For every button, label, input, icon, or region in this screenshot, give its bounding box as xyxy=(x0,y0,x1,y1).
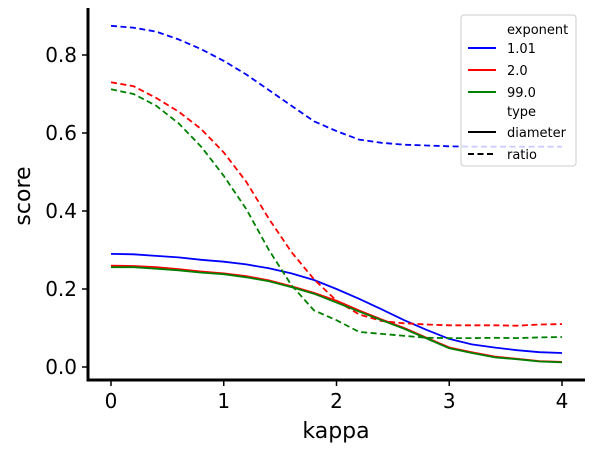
x-axis-title: kappa xyxy=(302,419,369,444)
series-layer xyxy=(110,24,563,364)
x-tick-label: 2 xyxy=(330,389,343,413)
legend-label-1-01: 1.01 xyxy=(507,42,536,57)
legend-label-diameter: diameter xyxy=(507,126,567,141)
series-line-99-0-diameter xyxy=(111,266,563,364)
y-tick-label: 0.0 xyxy=(45,355,77,379)
legend-label-2-0: 2.0 xyxy=(507,64,528,79)
x-tick-label: 0 xyxy=(105,389,118,413)
legend-style-title: type xyxy=(507,105,536,120)
series-line-99-0-ratio xyxy=(110,88,563,340)
legend-label-99-0: 99.0 xyxy=(507,86,536,101)
x-tick-label: 4 xyxy=(556,389,569,413)
series-line-1-01-diameter xyxy=(110,253,563,354)
legend-hue-title: exponent xyxy=(507,23,568,38)
y-tick-label: 0.8 xyxy=(45,43,77,67)
ticks-layer: 0 1 2 3 4 0.0 0.2 0.4 0.6 0.8 xyxy=(45,43,568,413)
series-line-2-0-ratio xyxy=(110,81,563,327)
legend: exponent 1.01 2.0 99.0 type diameter rat… xyxy=(460,14,577,167)
y-axis-title: score xyxy=(11,166,36,225)
y-tick-label: 0.6 xyxy=(45,121,77,145)
x-tick-label: 3 xyxy=(443,389,456,413)
y-tick-label: 0.4 xyxy=(45,199,77,223)
legend-box xyxy=(460,14,577,167)
x-tick-label: 1 xyxy=(217,389,230,413)
y-tick-label: 0.2 xyxy=(45,277,77,301)
legend-label-ratio: ratio xyxy=(507,148,537,163)
